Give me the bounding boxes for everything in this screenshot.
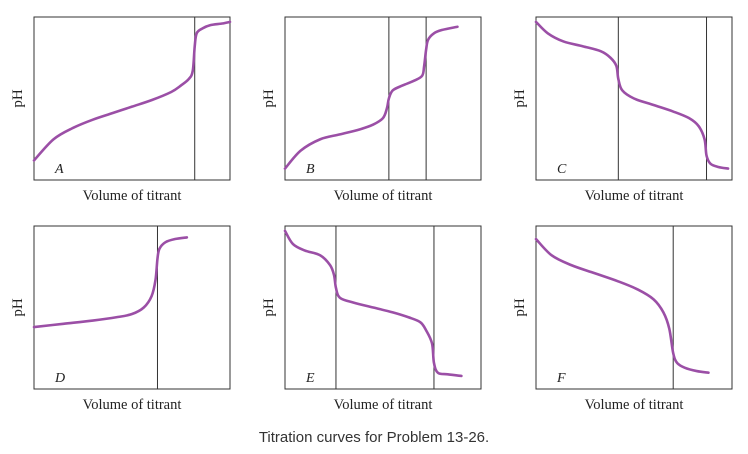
x-axis-label: Volume of titrant xyxy=(585,188,684,204)
y-axis-label: pH xyxy=(10,89,26,108)
panel-letter: E xyxy=(305,371,315,386)
y-axis-label: pH xyxy=(512,298,528,317)
panel-letter: C xyxy=(557,162,567,177)
y-axis-label: pH xyxy=(261,89,277,108)
x-axis-label: Volume of titrant xyxy=(334,397,433,413)
titration-curve xyxy=(283,25,459,170)
panel-letter: D xyxy=(54,371,65,386)
x-axis-label: Volume of titrant xyxy=(83,188,182,204)
y-axis-label: pH xyxy=(10,298,26,317)
titration-curve xyxy=(534,20,730,170)
y-axis-label: pH xyxy=(261,298,277,317)
panel-letter: A xyxy=(54,162,64,177)
plot-frame xyxy=(33,225,231,390)
titration-curve xyxy=(283,229,463,378)
chart-panel-c: CpH Volume of titrant xyxy=(512,16,733,204)
titration-curve xyxy=(32,20,232,162)
chart-panel-a: ApH Volume of titrant xyxy=(10,16,232,204)
chart-panel-f: FpH Volume of titrant xyxy=(512,225,733,413)
figure-caption: Titration curves for Problem 13-26. xyxy=(258,429,490,446)
plot-frame xyxy=(535,225,733,390)
x-axis-label: Volume of titrant xyxy=(83,397,182,413)
chart-panel-e: EpH Volume of titrant xyxy=(261,225,482,413)
panel-letter: F xyxy=(556,371,566,386)
titration-curve xyxy=(32,236,189,329)
panel-letter: B xyxy=(306,162,315,177)
x-axis-label: Volume of titrant xyxy=(585,397,684,413)
titration-curve xyxy=(534,237,710,374)
y-axis-label: pH xyxy=(512,89,528,108)
plot-frame xyxy=(284,225,482,390)
plot-frame xyxy=(33,16,231,181)
chart-panel-d: DpH Volume of titrant xyxy=(10,225,231,413)
plot-frame xyxy=(535,16,733,181)
plot-frame xyxy=(284,16,482,181)
x-axis-label: Volume of titrant xyxy=(334,188,433,204)
chart-panel-b: BpH Volume of titrant xyxy=(261,16,482,204)
